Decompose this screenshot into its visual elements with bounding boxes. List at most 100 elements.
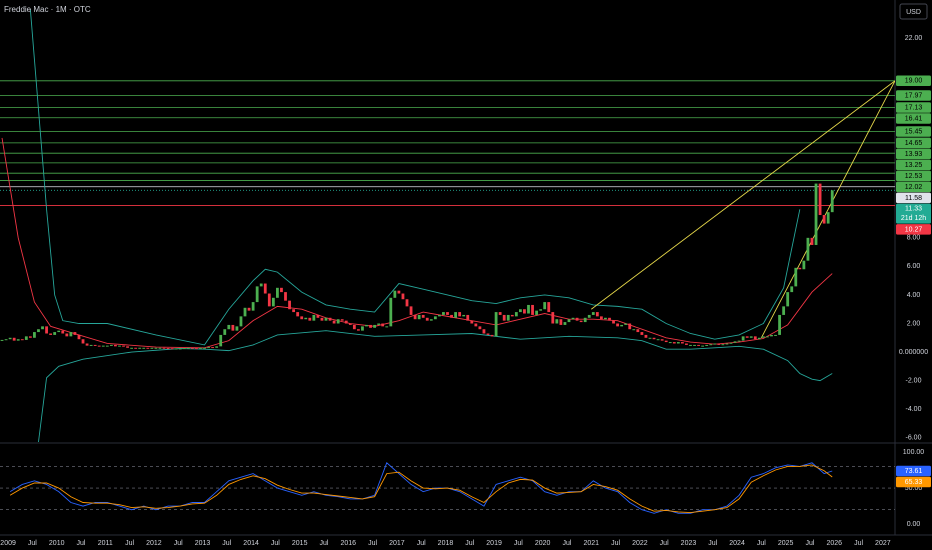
candle — [604, 317, 607, 320]
candle — [409, 306, 413, 315]
x-tick-label: Jul — [222, 540, 231, 547]
candle — [486, 333, 490, 335]
x-tick-label: Jul — [417, 540, 426, 547]
rsi-tick-label: 100.00 — [903, 449, 925, 456]
candle — [328, 317, 332, 321]
candle — [97, 345, 101, 347]
candle — [640, 332, 644, 335]
candle — [608, 317, 611, 321]
candle — [814, 183, 818, 245]
candle — [753, 336, 757, 340]
level-label: 10.27 — [905, 226, 923, 233]
x-tick-label: Jul — [562, 540, 571, 547]
candle — [219, 334, 223, 347]
candle — [239, 316, 243, 327]
candle — [514, 312, 518, 317]
currency-button[interactable] — [899, 3, 928, 20]
candle — [624, 323, 628, 325]
candle — [20, 339, 24, 341]
candle — [510, 314, 514, 317]
candle — [527, 304, 530, 314]
level-label: 13.93 — [905, 151, 923, 158]
candle — [794, 267, 798, 287]
candle — [458, 312, 462, 317]
candle — [547, 302, 551, 313]
y-tick-label: -4.00 — [906, 406, 922, 413]
candle — [292, 309, 296, 313]
last-price-label: 11.33 — [905, 206, 922, 213]
candle — [757, 337, 761, 340]
candle — [417, 314, 421, 320]
rsi-value-label: 65.33 — [905, 479, 923, 486]
x-tick-label: Jul — [805, 540, 814, 547]
candle — [203, 347, 206, 349]
candle — [587, 314, 591, 318]
candle — [798, 267, 802, 270]
level-label-box — [896, 126, 931, 137]
chart-title: Freddie Mac · 1M · OTC — [4, 5, 91, 14]
candle — [109, 344, 113, 346]
candle — [37, 329, 40, 333]
y-tick-label: -6.00 — [906, 435, 922, 442]
rsi-line — [9, 464, 833, 514]
candle — [312, 314, 316, 321]
candle — [668, 342, 672, 344]
candle — [725, 343, 729, 345]
candle — [555, 319, 559, 324]
candle — [259, 283, 263, 287]
y-tick-label: 8.00 — [907, 235, 921, 242]
candle — [267, 293, 271, 307]
candle — [24, 336, 28, 340]
candle — [69, 332, 73, 337]
candle — [559, 319, 563, 325]
candle — [636, 329, 640, 333]
candle — [583, 317, 587, 323]
countdown-label: 21d 12h — [901, 215, 926, 222]
candle — [247, 307, 251, 311]
candle — [733, 341, 737, 343]
rsi-value-box — [896, 465, 931, 477]
candle — [81, 339, 85, 344]
x-tick-label: Jul — [854, 540, 863, 547]
candle — [405, 299, 409, 307]
level-label: 17.97 — [905, 92, 923, 99]
candle — [616, 323, 619, 327]
level-label: 16.41 — [905, 115, 923, 122]
candle — [93, 344, 97, 346]
candle — [320, 317, 324, 321]
candle — [478, 326, 482, 330]
candle — [766, 336, 769, 338]
candle — [826, 212, 830, 224]
candle — [543, 302, 547, 310]
candle — [142, 347, 146, 349]
candle — [284, 292, 287, 301]
candle — [263, 283, 267, 294]
x-tick-label: Jul — [368, 540, 377, 547]
candle — [401, 293, 405, 300]
x-tick-label: Jul — [708, 540, 717, 547]
level-label-box — [896, 224, 931, 235]
candle — [535, 310, 538, 315]
candle — [280, 287, 283, 293]
candle — [211, 347, 215, 349]
candle — [680, 342, 684, 344]
candle — [664, 340, 668, 343]
candle — [421, 314, 425, 318]
candle — [166, 348, 170, 350]
y-tick-label: 0.000000 — [899, 349, 928, 356]
candle — [170, 348, 174, 350]
candle — [656, 339, 660, 341]
candle — [243, 307, 247, 317]
candle — [498, 312, 502, 315]
candle — [737, 340, 741, 342]
rsi-value-box — [896, 476, 931, 488]
candle — [551, 312, 555, 324]
currency[interactable]: USD — [906, 9, 921, 16]
candle — [745, 336, 749, 338]
level-label: 13.25 — [905, 162, 923, 169]
candle — [599, 316, 603, 320]
candle — [348, 323, 352, 325]
candle — [462, 314, 466, 317]
candle — [802, 260, 806, 270]
